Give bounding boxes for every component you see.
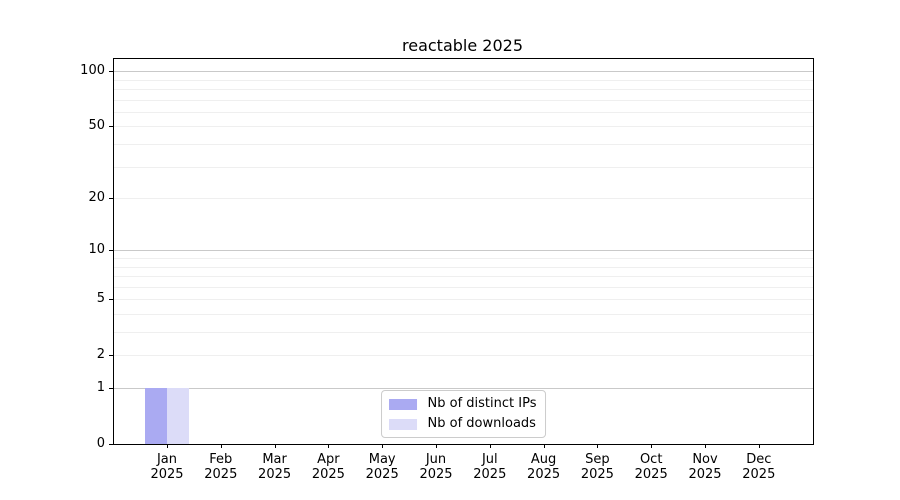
- y-tick-mark: [109, 388, 114, 389]
- x-tick-mark: [274, 444, 276, 448]
- x-tick-label: Nov 2025: [688, 452, 722, 482]
- x-tick-mark: [167, 444, 168, 448]
- bar: [167, 388, 189, 444]
- x-tick-mark: [489, 444, 491, 448]
- plot-area: Nb of distinct IPs Nb of downloads 0 1 2 5 1…: [80, 58, 814, 482]
- y-tick-label: 50: [88, 118, 105, 134]
- y-tick-mark: [109, 126, 114, 128]
- minor-gridline: [114, 276, 813, 277]
- minor-gridline: [114, 198, 813, 199]
- x-tick-label: Dec 2025: [742, 452, 776, 482]
- minor-gridline: [114, 332, 813, 333]
- legend-swatch-distinct-ips: [388, 398, 417, 410]
- major-gridline: [114, 388, 813, 389]
- minor-gridline: [114, 166, 813, 168]
- x-tick-mark: [328, 444, 330, 448]
- y-tick-label: 100: [80, 63, 105, 79]
- x-tick-label: Jun 2025: [419, 452, 453, 482]
- x-tick-mark: [543, 444, 545, 448]
- legend-label-distinct-ips: Nb of distinct IPs: [427, 396, 537, 411]
- x-tick-mark: [382, 444, 384, 448]
- legend-swatch-downloads: [388, 418, 417, 430]
- legend-label-downloads: Nb of downloads: [427, 416, 536, 431]
- y-tick-label: 5: [96, 291, 105, 307]
- x-tick-label: Sep 2025: [580, 452, 614, 482]
- minor-gridline: [114, 266, 813, 268]
- legend: Nb of distinct IPs Nb of downloads: [380, 390, 547, 438]
- bar: [145, 388, 167, 444]
- chart-title: reactable 2025: [402, 36, 523, 55]
- minor-gridline: [114, 88, 813, 90]
- x-tick-mark: [758, 444, 760, 448]
- x-tick-label: Aug 2025: [527, 452, 561, 482]
- x-tick-mark: [597, 444, 599, 448]
- x-tick-mark: [220, 444, 222, 448]
- minor-gridline: [114, 143, 813, 145]
- minor-gridline: [114, 111, 813, 113]
- y-tick-mark: [109, 71, 114, 73]
- minor-gridline: [114, 286, 813, 288]
- y-tick-mark: [109, 355, 114, 357]
- x-tick-label: Apr 2025: [311, 452, 345, 482]
- y-tick-mark: [109, 198, 114, 199]
- minor-gridline: [114, 79, 813, 81]
- y-tick-label: 1: [96, 380, 105, 395]
- x-tick-mark: [705, 444, 706, 448]
- major-gridline: [114, 71, 813, 73]
- minor-gridline: [114, 258, 813, 259]
- minor-gridline: [114, 299, 813, 301]
- minor-gridline: [114, 355, 813, 357]
- y-tick-label: 20: [88, 190, 105, 205]
- legend-item-downloads: Nb of downloads: [388, 416, 537, 432]
- y-tick-label: 0: [96, 436, 105, 451]
- x-tick-label: Feb 2025: [204, 452, 238, 482]
- x-tick-label: Mar 2025: [258, 452, 292, 482]
- x-tick-label: Jul 2025: [473, 452, 507, 482]
- minor-gridline: [114, 126, 813, 128]
- minor-gridline: [114, 314, 813, 315]
- x-tick-mark: [436, 444, 437, 448]
- major-gridline: [114, 250, 813, 252]
- x-tick-label: Oct 2025: [634, 452, 668, 482]
- x-tick-label: May 2025: [365, 452, 399, 482]
- y-tick-mark: [109, 250, 114, 252]
- y-tick-label: 2: [96, 347, 105, 363]
- y-tick-mark: [109, 299, 114, 301]
- y-tick-label: 10: [88, 242, 105, 258]
- x-tick-label: Jan 2025: [150, 452, 184, 482]
- legend-item-distinct-ips: Nb of distinct IPs: [388, 396, 537, 412]
- minor-gridline: [114, 99, 813, 101]
- y-tick-mark: [109, 444, 114, 445]
- x-tick-mark: [651, 444, 653, 448]
